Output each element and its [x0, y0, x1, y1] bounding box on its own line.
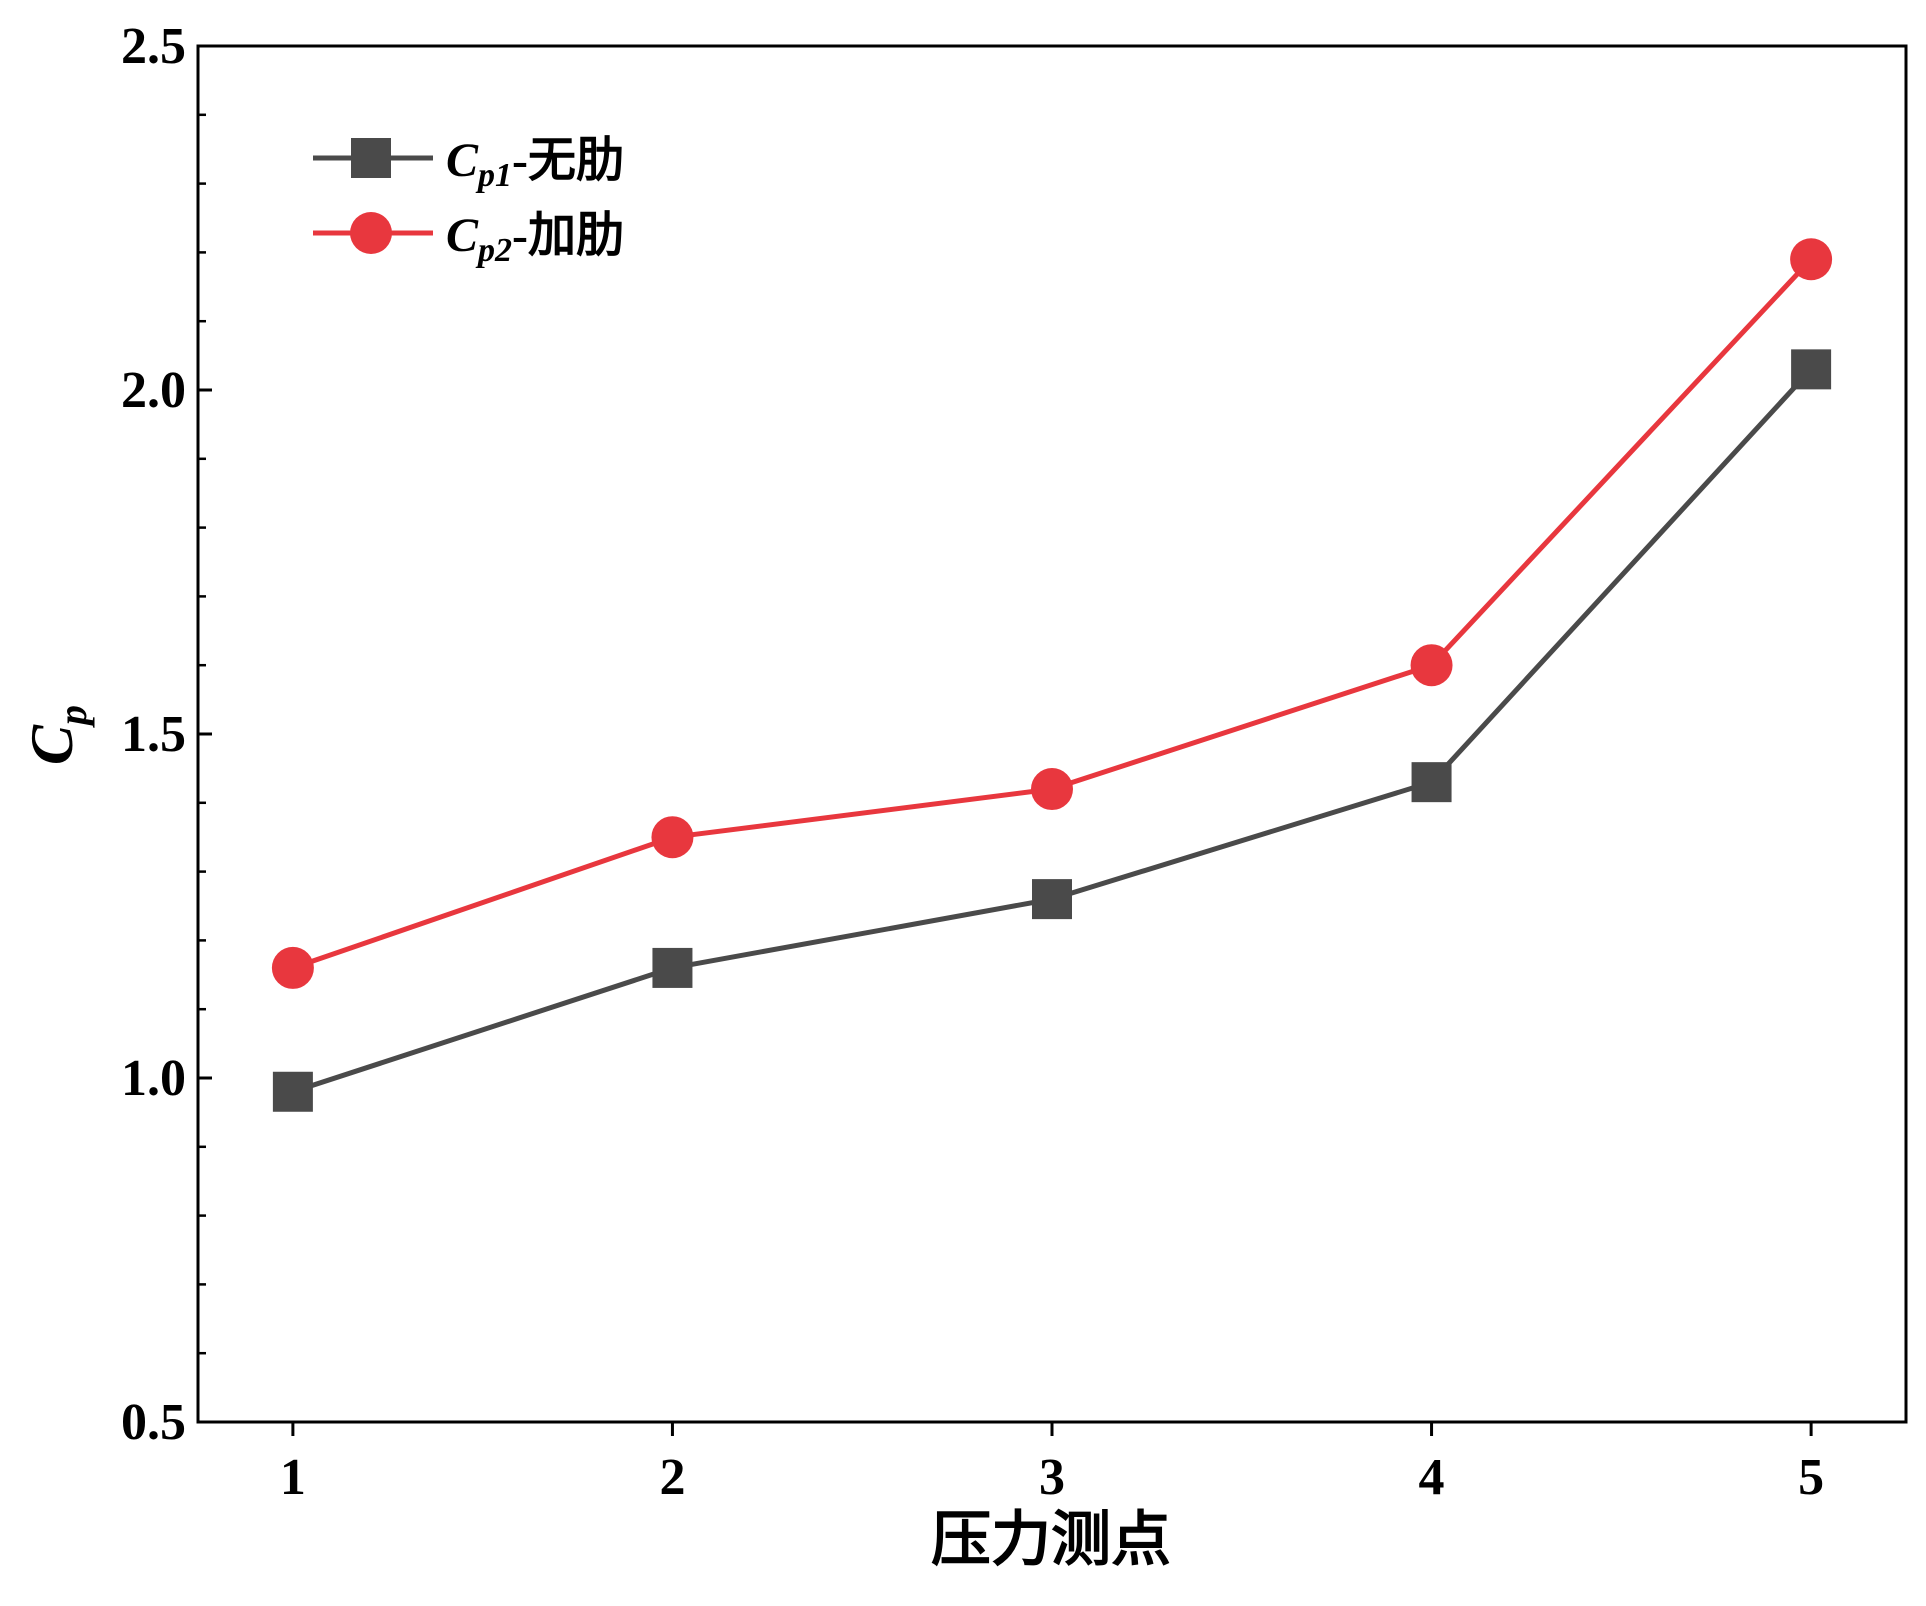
legend-label-cp2-sub: p2 [475, 232, 512, 269]
legend-label-cp2-suffix: -加肋 [512, 209, 624, 262]
series-layer [271, 238, 1833, 1112]
legend-label-cp1-base: C [446, 134, 479, 187]
data-point-circle [651, 816, 694, 859]
x-tick-label: 3 [1039, 1449, 1065, 1506]
y-tick-label: 1.5 [121, 706, 186, 763]
data-point-circle [1031, 768, 1073, 811]
y-axis-title-base: C [19, 724, 85, 765]
legend-circle-marker [350, 212, 392, 254]
y-axis-title-sub: p [50, 705, 95, 728]
legend-label-cp1: Cp1-无肋 [446, 134, 624, 194]
data-point-circle [271, 946, 314, 989]
legend-square-marker [351, 138, 391, 178]
data-point-circle [1410, 644, 1453, 687]
y-tick-label: 0.5 [121, 1394, 186, 1451]
legend: Cp1-无肋 Cp2-加肋 [313, 134, 624, 269]
y-axis-title: Cp [19, 705, 95, 765]
data-point-square [652, 947, 693, 988]
legend-label-cp2: Cp2-加肋 [446, 209, 624, 269]
data-point-square [1791, 349, 1832, 390]
x-tick-label: 5 [1798, 1449, 1824, 1506]
ticks-layer: 0.5 1.0 1.5 2.0 2.5 1 2 3 4 5 [121, 18, 1824, 1506]
y-tick-label: 1.0 [121, 1050, 186, 1107]
x-tick-label: 4 [1419, 1449, 1445, 1506]
y-tick-label: 2.5 [121, 18, 186, 75]
y-tick-label: 2.0 [121, 362, 186, 419]
legend-label-cp1-sub: p1 [475, 157, 512, 194]
data-point-square [1032, 879, 1072, 920]
x-tick-label: 2 [659, 1449, 685, 1506]
data-point-square [272, 1071, 313, 1112]
x-tick-label: 1 [280, 1449, 306, 1506]
data-point-circle [1790, 238, 1833, 281]
legend-label-cp2-base: C [446, 209, 479, 262]
data-point-square [1411, 762, 1452, 803]
x-axis-title: 压力测点 [931, 1507, 1171, 1573]
legend-label-cp1-suffix: -无肋 [512, 134, 624, 187]
